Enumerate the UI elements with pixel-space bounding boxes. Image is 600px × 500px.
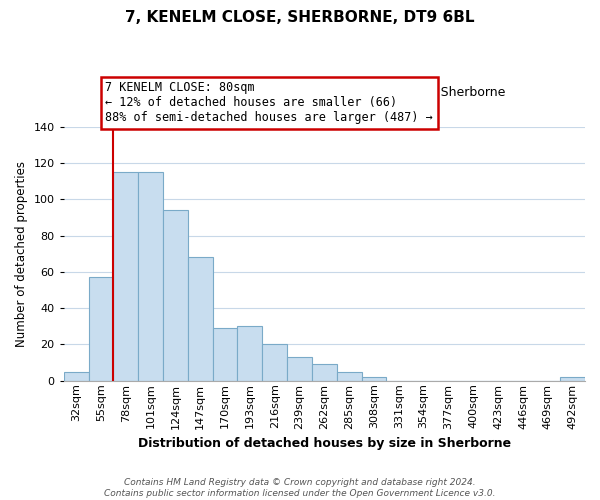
Bar <box>560 377 585 381</box>
Title: Size of property relative to detached houses in Sherborne: Size of property relative to detached ho… <box>143 86 506 100</box>
Bar <box>337 372 362 381</box>
Bar <box>362 377 386 381</box>
Bar <box>113 172 138 381</box>
Bar <box>312 364 337 381</box>
Text: 7 KENELM CLOSE: 80sqm
← 12% of detached houses are smaller (66)
88% of semi-deta: 7 KENELM CLOSE: 80sqm ← 12% of detached … <box>106 82 433 124</box>
Text: Contains HM Land Registry data © Crown copyright and database right 2024.
Contai: Contains HM Land Registry data © Crown c… <box>104 478 496 498</box>
Bar <box>163 210 188 381</box>
Bar <box>212 328 238 381</box>
Bar <box>238 326 262 381</box>
Bar <box>287 357 312 381</box>
X-axis label: Distribution of detached houses by size in Sherborne: Distribution of detached houses by size … <box>138 437 511 450</box>
Bar <box>64 372 89 381</box>
Text: 7, KENELM CLOSE, SHERBORNE, DT9 6BL: 7, KENELM CLOSE, SHERBORNE, DT9 6BL <box>125 10 475 25</box>
Y-axis label: Number of detached properties: Number of detached properties <box>15 161 28 347</box>
Bar <box>138 172 163 381</box>
Bar <box>188 258 212 381</box>
Bar <box>262 344 287 381</box>
Bar <box>89 278 113 381</box>
